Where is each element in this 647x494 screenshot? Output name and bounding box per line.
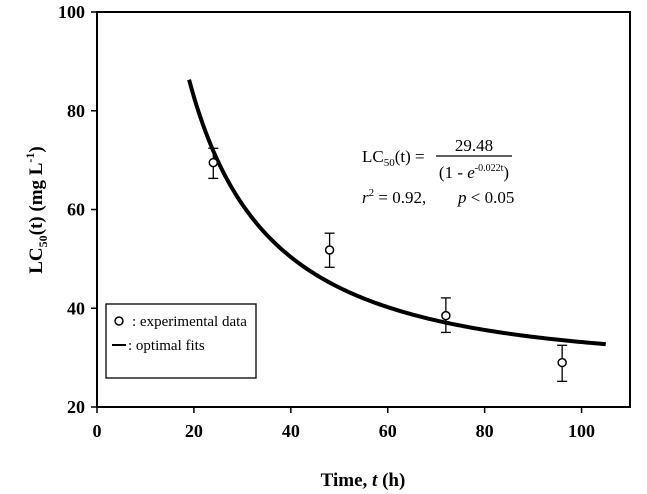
data-point bbox=[557, 357, 567, 368]
x-tick-label: 60 bbox=[379, 421, 397, 441]
legend-label-fit: : optimal fits bbox=[128, 338, 205, 354]
legend-marker-circle bbox=[114, 316, 124, 326]
axis-ticks: 0 20 40 60 80 100 20 40 60 80 100 bbox=[58, 2, 595, 441]
y-axis-label: LC50(t) (mg L-1) bbox=[23, 146, 50, 274]
p-value: p < 0.05 bbox=[457, 188, 514, 207]
x-tick-label: 20 bbox=[185, 421, 203, 441]
equation-denominator: (1 - e-0.022t) bbox=[439, 163, 509, 182]
x-axis-label: Time, t (h) bbox=[321, 470, 406, 491]
y-tick-label: 60 bbox=[67, 200, 85, 220]
r-squared: r2 = 0.92, bbox=[362, 187, 426, 207]
y-tick-label: 20 bbox=[67, 397, 85, 417]
y-tick-label: 40 bbox=[67, 298, 85, 318]
equation-numerator: 29.48 bbox=[455, 136, 493, 155]
fit-curve bbox=[187, 79, 606, 347]
data-points bbox=[208, 147, 568, 382]
x-tick-label: 100 bbox=[568, 421, 595, 441]
y-tick-label: 100 bbox=[58, 2, 85, 22]
y-tick-label: 80 bbox=[67, 101, 85, 121]
equation-lhs: LC50(t) = bbox=[362, 147, 425, 169]
legend-label-experimental: : experimental data bbox=[132, 314, 247, 330]
data-point bbox=[208, 157, 219, 168]
x-tick-label: 0 bbox=[93, 421, 102, 441]
legend-box bbox=[105, 303, 257, 379]
x-tick-label: 80 bbox=[476, 421, 494, 441]
data-point bbox=[441, 310, 451, 321]
data-point bbox=[324, 245, 335, 255]
x-tick-label: 40 bbox=[282, 421, 300, 441]
